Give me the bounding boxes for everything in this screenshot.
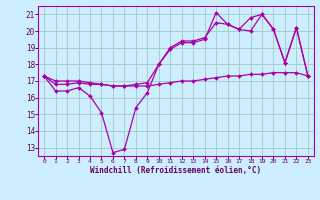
X-axis label: Windchill (Refroidissement éolien,°C): Windchill (Refroidissement éolien,°C) (91, 166, 261, 175)
